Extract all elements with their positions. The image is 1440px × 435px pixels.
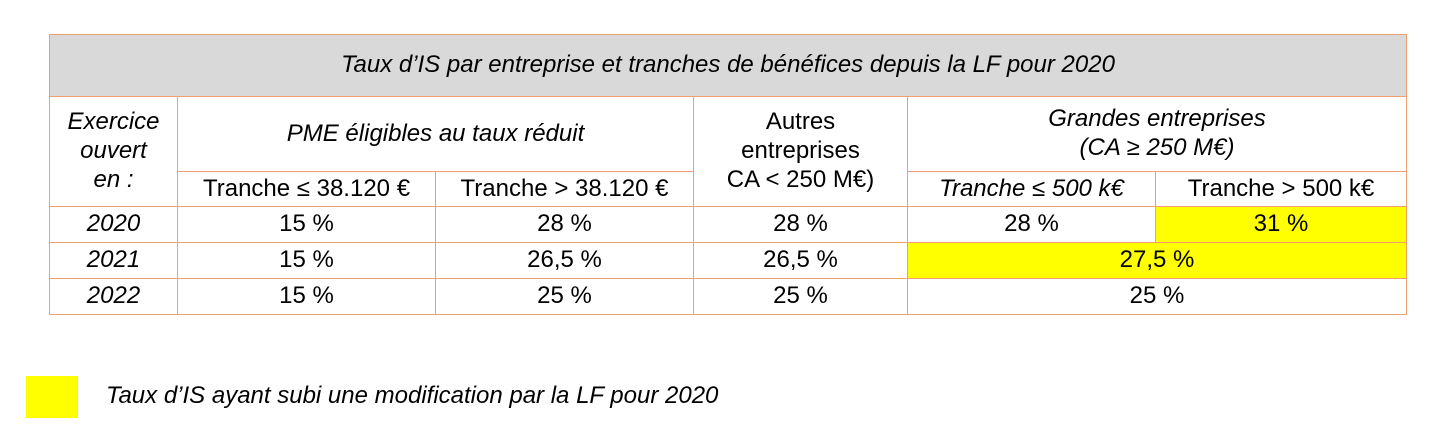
cell-ge-low: 28 % (907, 206, 1156, 243)
cell-autres: 26,5 % (693, 242, 908, 279)
cell-pme-high: 28 % (435, 206, 694, 243)
header-pme: PME éligibles au taux réduit (177, 96, 694, 172)
header-autres-line-3: CA < 250 M€) (726, 165, 875, 193)
table-title: Taux d’IS par entreprise et tranches de … (49, 34, 1407, 97)
cell-autres: 25 % (693, 278, 908, 315)
cell-pme-low: 15 % (177, 206, 436, 243)
header-pme-tranche-high: Tranche > 38.120 € (435, 171, 694, 207)
header-ge-tranche-low: Tranche ≤ 500 k€ (907, 171, 1156, 207)
header-exercice-line-2: ouvert (80, 137, 147, 165)
header-autres-line-1: Autres (765, 108, 836, 136)
table-row: 2022 15 % 25 % 25 % 25 % (49, 278, 1407, 315)
table-row: 2021 15 % 26,5 % 26,5 % 27,5 % (49, 242, 1407, 279)
cell-pme-low: 15 % (177, 278, 436, 315)
header-grandes: Grandes entreprises (CA ≥ 250 M€) (907, 96, 1407, 172)
row-year: 2022 (49, 278, 178, 315)
header-pme-tranche-low: Tranche ≤ 38.120 € (177, 171, 436, 207)
row-year: 2021 (49, 242, 178, 279)
header-exercice-line-1: Exercice (67, 108, 160, 136)
header-exercice-line-3: en : (93, 165, 134, 193)
header-exercice: Exercice ouvert en : (49, 96, 178, 207)
cell-pme-low: 15 % (177, 242, 436, 279)
cell-ge-merged: 25 % (907, 278, 1407, 315)
legend-text: Taux d’IS ayant subi une modification pa… (106, 382, 719, 409)
header-autres-line-2: entreprises (741, 137, 860, 165)
cell-autres: 28 % (693, 206, 908, 243)
cell-pme-high: 26,5 % (435, 242, 694, 279)
header-autres: Autres entreprises CA < 250 M€) (693, 96, 908, 207)
row-year: 2020 (49, 206, 178, 243)
legend-swatch (26, 376, 78, 418)
cell-ge-high-highlighted: 31 % (1155, 206, 1407, 243)
header-grandes-line-2: (CA ≥ 250 M€) (1079, 134, 1235, 161)
cell-pme-high: 25 % (435, 278, 694, 315)
header-grandes-line-1: Grandes entreprises (1048, 105, 1266, 133)
tax-rate-table: Taux d’IS par entreprise et tranches de … (49, 34, 1407, 315)
header-ge-tranche-high: Tranche > 500 k€ (1155, 171, 1407, 207)
cell-ge-merged-highlighted: 27,5 % (907, 242, 1407, 279)
table-row: 2020 15 % 28 % 28 % 28 % 31 % (49, 206, 1407, 243)
